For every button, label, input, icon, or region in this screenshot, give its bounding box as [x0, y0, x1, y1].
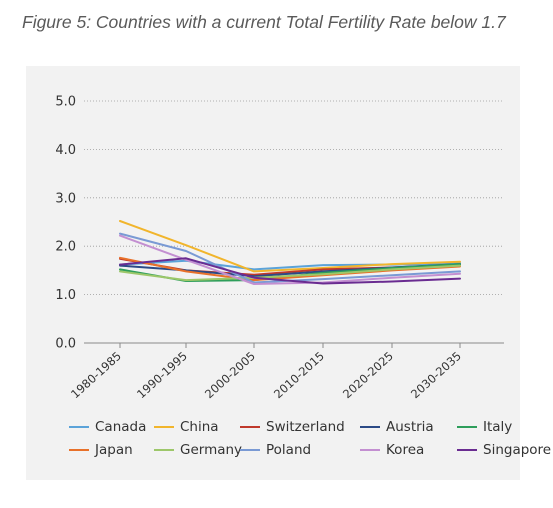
legend-item-korea: Korea: [360, 441, 457, 459]
legend-item-switzerland: Switzerland: [240, 418, 360, 436]
legend-label: Singapore: [483, 442, 552, 458]
legend-item-italy: Italy: [457, 418, 527, 436]
legend-label: Germany: [180, 442, 243, 458]
y-tick-label: 1.0: [55, 288, 76, 303]
legend-item-canada: Canada: [69, 418, 154, 436]
legend-label: China: [180, 419, 219, 435]
legend-swatch: [69, 449, 89, 451]
legend-swatch: [457, 426, 477, 428]
x-tick-label: 2000-2005: [202, 349, 258, 401]
series-line-singapore: [119, 257, 461, 285]
x-tick-label: 2020-2025: [340, 349, 396, 401]
legend-label: Poland: [266, 442, 312, 458]
y-tick-label: 4.0: [55, 143, 76, 158]
legend-swatch: [69, 426, 89, 428]
x-tick-label: 2010-2015: [271, 349, 327, 401]
x-tick-label: 1990-1995: [134, 349, 190, 401]
legend-label: Italy: [483, 419, 513, 435]
legend-swatch: [240, 449, 260, 451]
y-tick-label: 3.0: [55, 191, 76, 206]
legend-label: Canada: [95, 419, 147, 435]
legend-item-singapore: Singapore: [457, 441, 551, 459]
legend-item-germany: Germany: [154, 441, 243, 459]
series-line-china: [119, 220, 461, 273]
y-tick-label: 5.0: [55, 95, 76, 110]
legend-label: Japan: [95, 442, 133, 458]
series-line-korea: [119, 234, 461, 285]
legend-label: Korea: [386, 442, 425, 458]
legend-swatch: [154, 449, 174, 451]
y-tick-label: 2.0: [55, 240, 76, 255]
legend-swatch: [457, 449, 477, 451]
legend-item-china: China: [154, 418, 240, 436]
series-line-germany: [119, 264, 461, 282]
legend-item-japan: Japan: [69, 441, 154, 459]
x-tick-label: 2030-2035: [408, 349, 464, 401]
y-tick-label: 0.0: [55, 337, 76, 352]
x-tick-label: 1980-1985: [68, 349, 124, 401]
legend-label: Switzerland: [266, 419, 345, 435]
legend-item-austria: Austria: [360, 418, 457, 436]
chart-legend: Canada China Switzerland Austria Italy Japan G…: [26, 418, 551, 459]
legend-swatch: [360, 449, 380, 451]
legend-swatch: [154, 426, 174, 428]
legend-swatch: [360, 426, 380, 428]
legend-label: Austria: [386, 419, 434, 435]
legend-swatch: [240, 426, 260, 428]
figure-caption: Figure 5: Countries with a current Total…: [22, 12, 506, 32]
legend-item-poland: Poland: [240, 441, 360, 459]
